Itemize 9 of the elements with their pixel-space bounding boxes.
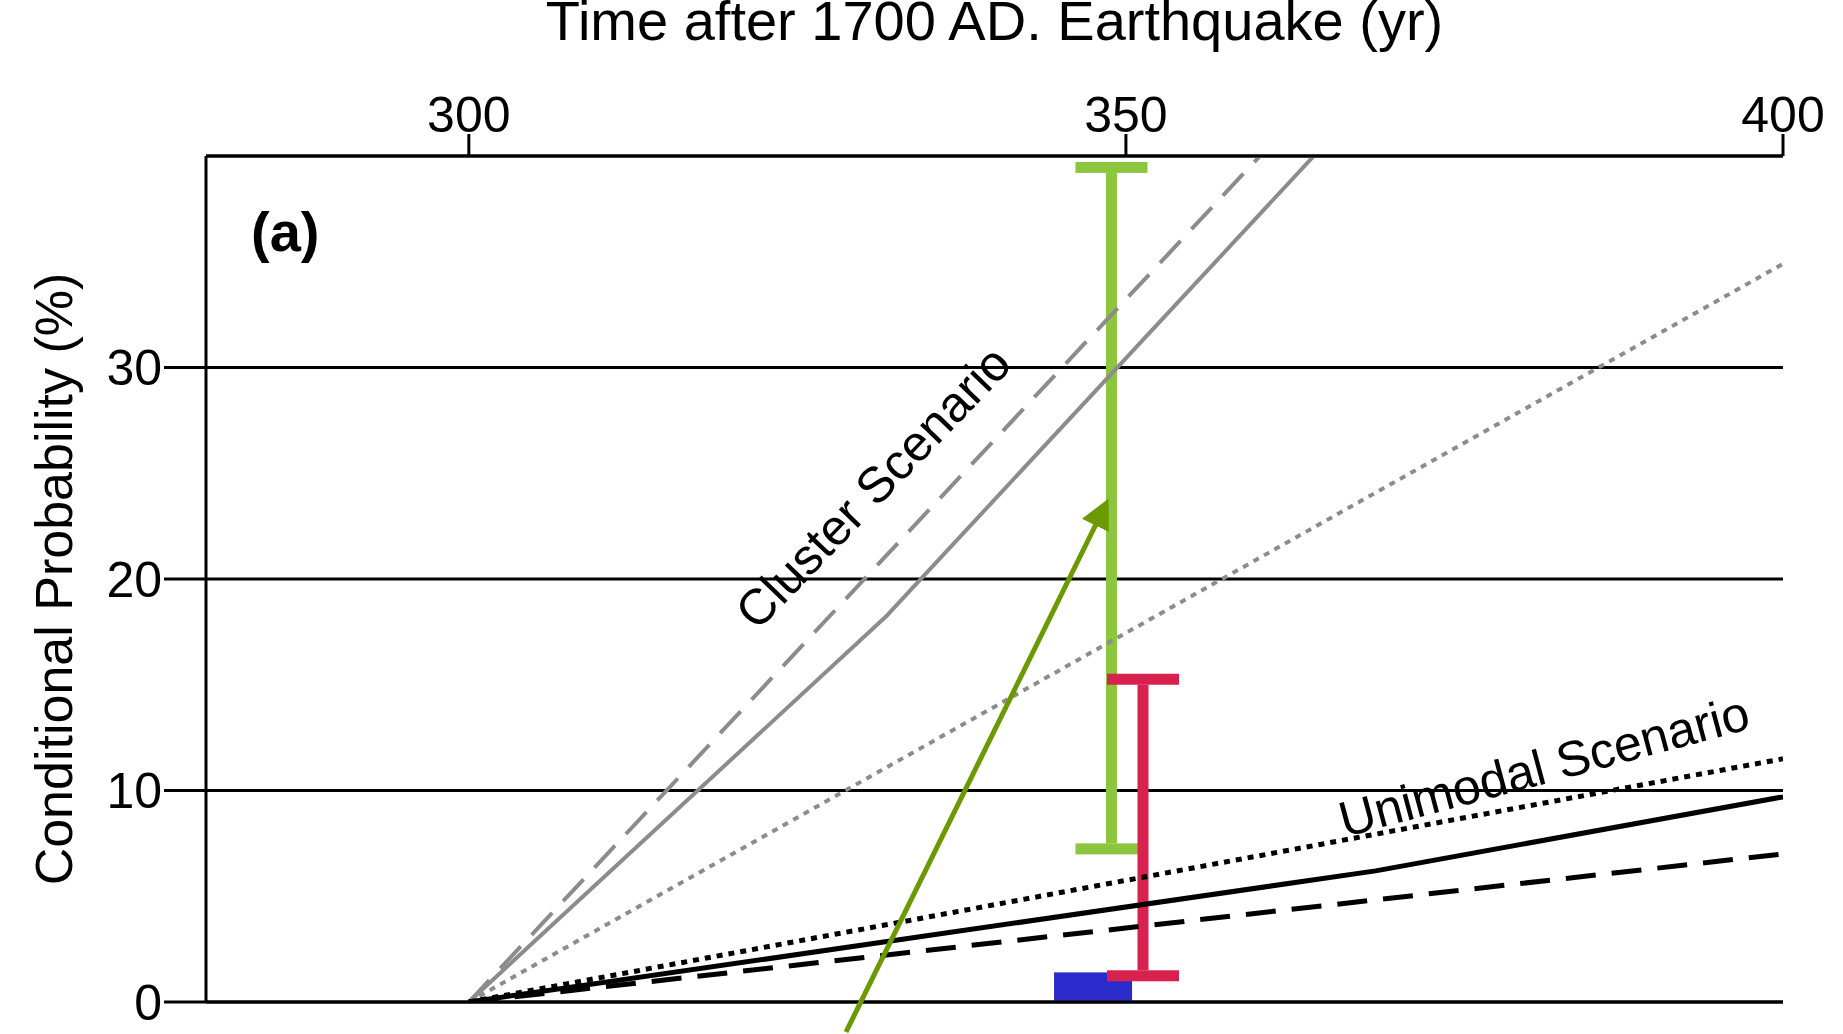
y-tick-label: 30	[106, 340, 162, 397]
y-tick-label: 10	[106, 763, 162, 820]
y-tick-label: 0	[134, 974, 162, 1031]
annotation: (a)	[251, 199, 320, 263]
x-tick-label: 350	[1084, 87, 1168, 143]
x-tick-label: 400	[1741, 87, 1825, 143]
y-tick-label: 20	[106, 551, 162, 608]
x-tick-label: 300	[427, 87, 511, 143]
y-axis-title: Conditional Probability (%)	[24, 272, 83, 886]
